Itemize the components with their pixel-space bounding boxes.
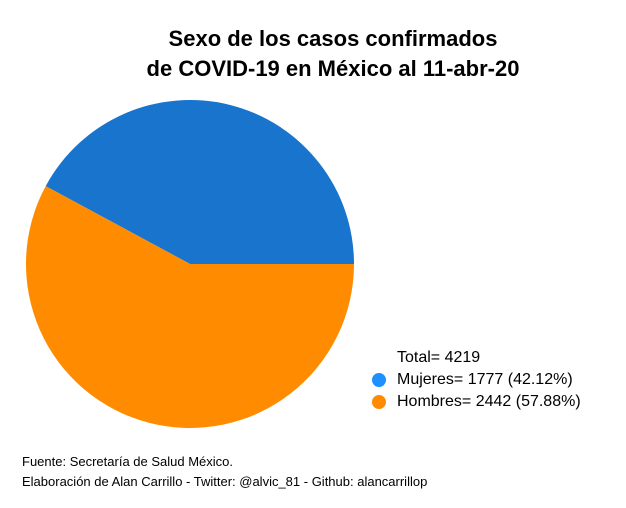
pie-slice-hombres	[25, 186, 354, 429]
pie-slice-mujeres	[45, 100, 354, 264]
legend: Total= 4219 Mujeres= 1777 (42.12%) Hombr…	[372, 347, 581, 413]
caption: Fuente: Secretaría de Salud México. Elab…	[22, 452, 427, 492]
legend-marker-hombres	[372, 395, 386, 409]
caption-credits: Elaboración de Alan Carrillo - Twitter: …	[22, 474, 428, 489]
legend-item-mujeres: Mujeres= 1777 (42.12%)	[372, 369, 581, 391]
legend-label-hombres: Hombres= 2442 (57.88%)	[397, 393, 581, 410]
chart-title-line-1: Sexo de los casos confirmados	[168, 26, 498, 51]
chart-title: Sexo de los casos confirmados de COVID-1…	[0, 24, 626, 84]
legend-total: Total= 4219	[397, 349, 481, 366]
chart-title-line-2: de COVID-19 en México al 11-abr-20	[146, 56, 520, 81]
legend-label-mujeres: Mujeres= 1777 (42.12%)	[397, 371, 573, 388]
caption-source: Fuente: Secretaría de Salud México.	[22, 454, 234, 469]
legend-marker-mujeres	[372, 373, 386, 387]
legend-item-hombres: Hombres= 2442 (57.88%)	[372, 391, 581, 413]
